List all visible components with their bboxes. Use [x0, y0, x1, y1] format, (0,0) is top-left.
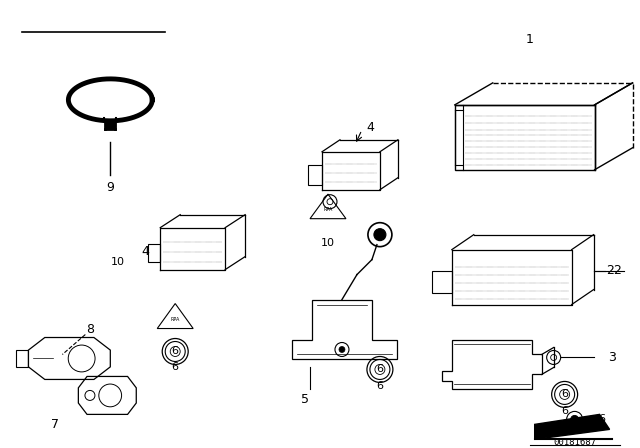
Bar	[17, 350, 28, 367]
Circle shape	[571, 415, 579, 423]
Text: RPA: RPA	[170, 317, 180, 322]
Text: 6: 6	[172, 346, 179, 357]
Text: 9: 9	[106, 181, 115, 194]
Text: 6: 6	[598, 414, 605, 424]
Text: RPA: RPA	[323, 207, 333, 212]
Text: 6: 6	[172, 362, 179, 372]
Bar	[106, 122, 115, 128]
Text: 3: 3	[607, 351, 616, 364]
Circle shape	[374, 228, 386, 241]
Text: 6: 6	[561, 406, 568, 416]
Text: 6: 6	[376, 381, 383, 392]
Text: 6: 6	[376, 365, 383, 375]
Text: 8: 8	[86, 323, 94, 336]
Polygon shape	[534, 414, 609, 439]
Text: 00181687: 00181687	[553, 438, 596, 447]
Text: 2: 2	[605, 264, 614, 277]
Text: 4: 4	[366, 121, 374, 134]
Text: 1: 1	[525, 34, 534, 47]
Text: 7: 7	[51, 418, 60, 431]
Text: 6: 6	[561, 389, 568, 400]
Text: 4: 4	[141, 245, 149, 258]
Text: 5: 5	[301, 393, 309, 406]
Text: 10: 10	[321, 237, 335, 248]
Text: 10: 10	[111, 257, 125, 267]
Bar	[148, 244, 160, 262]
Bar	[432, 271, 452, 293]
Bar	[308, 165, 322, 185]
Text: 2: 2	[612, 264, 621, 277]
Circle shape	[339, 346, 345, 353]
